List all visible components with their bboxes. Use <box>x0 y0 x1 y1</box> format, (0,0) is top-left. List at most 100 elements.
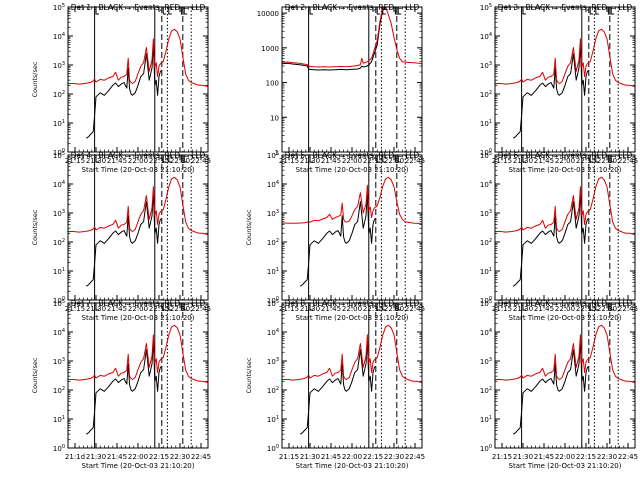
flag-mark <box>607 7 612 15</box>
x-tick-label: 22:00 <box>342 453 362 461</box>
x-tick-label: 21:1d <box>65 453 85 461</box>
y-axis-label: Counts/sec <box>31 357 39 393</box>
y-tick-label: 102 <box>267 238 279 247</box>
events-series-line <box>85 44 163 139</box>
flag-mark <box>180 155 185 163</box>
x-tick-label: 22:30 <box>384 305 404 313</box>
y-tick-label: 101 <box>267 267 279 276</box>
flag-mark <box>595 7 599 15</box>
plot-frame <box>494 6 636 153</box>
x-tick-label: 22:15 <box>576 305 596 313</box>
y-tick-label: 100 <box>267 296 279 305</box>
y-tick-label: 100 <box>480 148 492 157</box>
flag-mark <box>394 303 399 311</box>
x-tick-label: 22:45 <box>191 157 211 165</box>
flag-mark <box>168 303 172 311</box>
panel-title: Det 9 : BLACK = Events, RED = LLD <box>498 299 633 308</box>
x-tick-label: 22:30 <box>597 305 617 313</box>
flag-mark <box>168 7 172 15</box>
x-tick-label: 22:30 <box>597 453 617 461</box>
plot-frame <box>494 302 636 449</box>
plot-frame <box>281 302 423 449</box>
x-tick-label: 22:15 <box>149 157 169 165</box>
x-axis-label: Start Time (20-Oct-03 21:10:20) <box>296 314 409 322</box>
y-tick-label: 103 <box>267 357 279 366</box>
lld-series-line <box>495 324 635 384</box>
y-tick-label: 103 <box>480 357 492 366</box>
x-axis-label: Start Time (20-Oct-03 21:10:20) <box>82 166 195 174</box>
x-tick-label: 22:45 <box>405 305 425 313</box>
flag-mark <box>382 155 386 163</box>
y-tick-label: 104 <box>53 328 65 337</box>
y-tick-label: 101 <box>53 119 65 128</box>
x-tick-label: 22:15 <box>363 157 383 165</box>
x-tick-label: 22:30 <box>384 157 404 165</box>
y-tick-label: 101 <box>480 415 492 424</box>
y-tick-label: 102 <box>480 90 492 99</box>
y-tick-label: 100 <box>53 296 65 305</box>
x-tick-label: 22:45 <box>191 305 211 313</box>
x-tick-label: 21:15 <box>65 305 85 313</box>
x-tick-label: 21:30 <box>300 453 320 461</box>
x-tick-label: 21:45 <box>534 157 554 165</box>
x-tick-label: 22:45 <box>618 157 638 165</box>
lld-series-line <box>282 176 422 225</box>
y-tick-label: 103 <box>53 209 65 218</box>
events-series-line <box>512 192 590 287</box>
panel-title: Det 8 : BLACK = Events, RED = LLD <box>285 299 420 308</box>
y-tick-label: 1000 <box>261 45 279 53</box>
x-tick-label: 22:45 <box>191 453 211 461</box>
y-axis-label: Counts/sec <box>245 357 253 393</box>
x-axis-label: Start Time (20-Oct-03 21:10:20) <box>296 166 409 174</box>
y-tick-label: 105 <box>53 151 65 160</box>
series-group <box>68 176 208 287</box>
flag-mark <box>168 155 172 163</box>
y-tick-label: 104 <box>267 328 279 337</box>
x-tick-label: 22:30 <box>170 305 190 313</box>
x-tick-label: 22:45 <box>618 453 638 461</box>
flag-mark <box>180 7 185 15</box>
x-tick-label: 22:00 <box>342 305 362 313</box>
flag-mark <box>607 155 612 163</box>
y-tick-label: 101 <box>267 415 279 424</box>
plot-frame <box>281 6 423 153</box>
y-axis-label: Counts/sec <box>31 209 39 245</box>
y-tick-label: 103 <box>53 357 65 366</box>
y-tick-label: 100 <box>480 296 492 305</box>
lld-series-line <box>68 176 208 236</box>
y-tick-label: 104 <box>267 180 279 189</box>
y-tick-label: 101 <box>480 119 492 128</box>
x-tick-label: 21:45 <box>321 453 341 461</box>
x-tick-label: 22:00 <box>555 453 575 461</box>
x-tick-label: 22:00 <box>555 305 575 313</box>
series-group <box>282 324 422 435</box>
x-tick-label: 21:15 <box>279 305 299 313</box>
x-tick-label: 21:15 <box>492 305 512 313</box>
x-axis-label: Start Time (20-Oct-03 21:10:20) <box>509 462 622 470</box>
x-axis-label: Start Time (20-Oct-03 21:10:20) <box>509 314 622 322</box>
lld-series-line <box>68 28 208 88</box>
x-tick-label: 21:45 <box>534 305 554 313</box>
x-tick-label: 21:15 <box>65 157 85 165</box>
x-tick-label: 22:00 <box>128 305 148 313</box>
panel-title: Det 7 : BLACK = Events, RED = LLD <box>71 299 206 308</box>
x-axis-label: Start Time (20-Oct-03 21:10:20) <box>82 314 195 322</box>
panel-title: Det 4 : BLACK = Events, RED = LLD <box>71 151 206 160</box>
lld-series-line <box>282 7 422 68</box>
x-tick-label: 21:45 <box>321 157 341 165</box>
x-tick-label: 21:30 <box>513 453 533 461</box>
y-tick-label: 105 <box>480 299 492 308</box>
y-tick-label: 103 <box>480 209 492 218</box>
series-group <box>282 7 422 71</box>
y-tick-label: 102 <box>53 386 65 395</box>
y-tick-label: 105 <box>53 299 65 308</box>
x-tick-label: 22:30 <box>384 453 404 461</box>
x-tick-label: 22:30 <box>170 157 190 165</box>
